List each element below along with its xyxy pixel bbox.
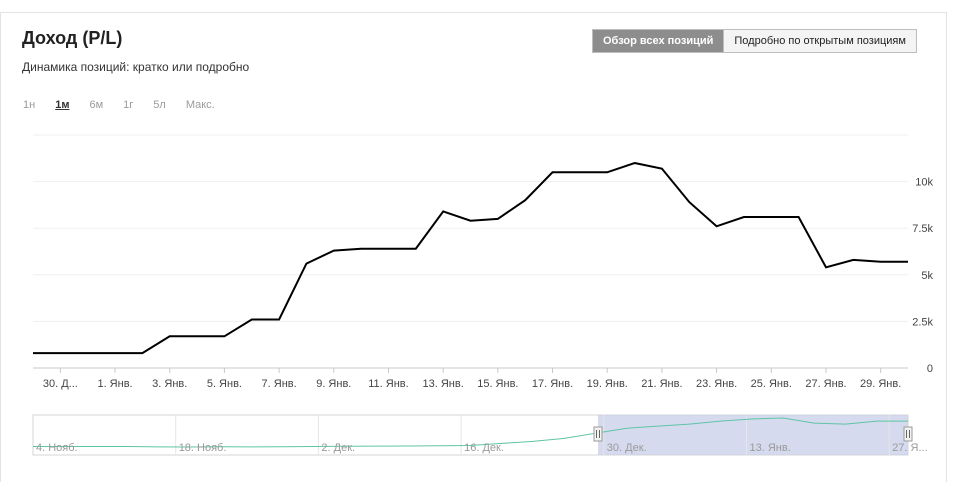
navigator-series-line [33, 417, 908, 448]
x-tick-label: 19. Янв. [587, 378, 628, 390]
navigator-tick-label: 4. Нояб. [36, 442, 78, 454]
navigator-ticks: 4. Нояб. 18. Нояб. 2. Дек. 16. Дек. 30. Дек.… [36, 442, 928, 454]
navigator-tick-label: 27. Я... [892, 442, 927, 454]
x-tick-label: 30. Д... [43, 378, 78, 390]
chart-frame [0, 12, 947, 482]
range-option[interactable]: 1г [123, 99, 134, 111]
x-tick-label: 9. Янв. [316, 378, 351, 390]
x-tick-label: 29. Янв. [860, 378, 901, 390]
pl-series-line [33, 161, 908, 355]
y-tick-label: 0 [927, 363, 933, 375]
y-tick-label: 10k [915, 177, 933, 189]
x-tick-label: 5. Янв. [207, 378, 242, 390]
navigator[interactable]: 4. Нояб. 18. Нояб. 2. Дек. 16. Дек. 30. Дек.… [32, 414, 928, 456]
navigator-handle[interactable] [903, 426, 913, 442]
range-option[interactable]: Макс. [185, 99, 215, 111]
x-tick-label: 13. Янв. [423, 378, 464, 390]
range-option[interactable]: 1м [55, 99, 70, 111]
navigator-handles [593, 426, 913, 442]
x-tick-label: 15. Янв. [477, 378, 518, 390]
page-title: Доход (P/L) [22, 28, 123, 48]
navigator-grid [175, 415, 890, 455]
navigator-tick-label: 13. Янв. [750, 442, 791, 454]
navigator-tick-label: 18. Нояб. [179, 442, 227, 454]
detail-button[interactable]: Подробно по открытым позициям [723, 30, 916, 52]
x-tick-label: 17. Янв. [532, 378, 573, 390]
x-tick-label: 21. Янв. [641, 378, 682, 390]
navigator-tick-label: 2. Дек. [321, 442, 355, 454]
page-subtitle: Динамика позиций: кратко или подробно [22, 60, 250, 74]
x-tick-label: 7. Янв. [262, 378, 297, 390]
y-tick-label: 2.5k [912, 316, 933, 328]
x-tick-label: 25. Янв. [751, 378, 792, 390]
view-toggle: Обзор всех позиций Подробно по открытым … [592, 29, 917, 53]
range-option[interactable]: 1н [23, 99, 36, 111]
range-option[interactable]: 5л [153, 99, 166, 111]
y-tick-label: 5k [921, 270, 933, 282]
navigator-selection[interactable] [598, 415, 908, 455]
x-tick-label: 3. Янв. [152, 378, 187, 390]
range-selector: 1н 1м 6м 1г 5л Макс. [23, 99, 235, 111]
navigator-tick-label: 16. Дек. [464, 442, 504, 454]
y-axis-ticks: 0 2.5k 5k 7.5k 10k [912, 177, 933, 375]
range-option[interactable]: 6м [89, 99, 104, 111]
y-tick-label: 7.5k [912, 223, 933, 235]
navigator-tick-label: 30. Дек. [607, 442, 647, 454]
x-tick-label: 1. Янв. [97, 378, 132, 390]
overview-button[interactable]: Обзор всех позиций [593, 30, 724, 52]
x-tick-label: 23. Янв. [696, 378, 737, 390]
x-tick-label: 27. Янв. [805, 378, 846, 390]
grid-lines [33, 134, 908, 369]
x-axis-ticks: 30. Д... 1. Янв. 3. Янв. 5. Янв. 7. Янв. 9. Я… [43, 368, 901, 390]
navigator-handle[interactable] [593, 426, 603, 442]
x-tick-label: 11. Янв. [368, 378, 408, 390]
